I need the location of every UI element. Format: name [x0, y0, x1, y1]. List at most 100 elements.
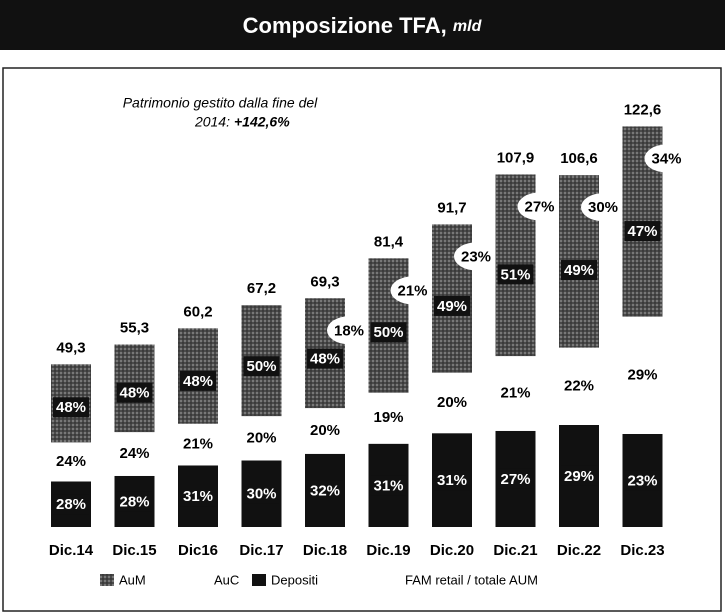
legend-label: Depositi: [271, 572, 318, 587]
label-box: [53, 397, 89, 418]
ratio-oval: [390, 276, 435, 305]
label-box: [624, 221, 661, 242]
value-label: 49%: [437, 298, 467, 315]
value-label: 32%: [310, 482, 340, 499]
value-label: 28%: [56, 496, 86, 513]
total-label: 69,3: [310, 273, 339, 290]
total-label: 91,7: [437, 199, 466, 216]
total-label: 106,6: [560, 150, 598, 167]
chart-frame: [2, 67, 722, 612]
value-label: 48%: [183, 373, 213, 390]
title-unit: mld: [453, 18, 483, 35]
x-tick-label: Dic.15: [112, 542, 156, 559]
label-box: [116, 382, 153, 403]
value-label: 29%: [564, 468, 594, 485]
legend-texture: [100, 574, 114, 586]
title-main: Composizione TFA,: [243, 13, 447, 38]
value-label: 23%: [627, 472, 657, 489]
value-label: 51%: [500, 266, 530, 283]
bar-segment: [495, 356, 536, 431]
label-box: [243, 356, 280, 377]
bar-segment: [305, 408, 345, 454]
total-label: 67,2: [247, 280, 276, 297]
bar-segment: [432, 372, 472, 434]
bar-segment: [241, 416, 282, 461]
value-label: 50%: [373, 324, 403, 341]
ratio-label: 23%: [461, 248, 491, 265]
bar-segment: [114, 432, 155, 476]
value-label: 47%: [627, 223, 657, 240]
chart-title: Composizione TFA, mld: [243, 13, 483, 38]
value-label: 29%: [627, 366, 657, 383]
title-bar: [0, 0, 725, 50]
annotation-highlight: +142,6%: [234, 114, 290, 130]
label-box: [116, 491, 153, 512]
annotation-line: Patrimonio gestito dalla fine del: [123, 95, 318, 111]
label-box: [497, 264, 534, 285]
total-label: 55,3: [120, 319, 149, 336]
label-box: [307, 480, 343, 501]
value-label: 21%: [183, 436, 213, 453]
total-label: 60,2: [183, 303, 212, 320]
x-tick-label: Dic.21: [493, 542, 537, 559]
value-label: 19%: [373, 409, 403, 426]
x-tick-label: Dic.18: [303, 542, 347, 559]
legend-label: FAM retail / totale AUM: [405, 572, 538, 587]
ratio-label: 30%: [588, 199, 618, 216]
ratio-label: 34%: [651, 150, 681, 167]
legend-label: AuC: [214, 572, 239, 587]
total-label: 122,6: [624, 101, 662, 118]
legend-swatch: [195, 574, 209, 586]
legend-swatch: [252, 574, 266, 586]
value-label: 20%: [310, 422, 340, 439]
value-label: 50%: [246, 358, 276, 375]
label-box: [497, 468, 534, 489]
x-tick-label: Dic.19: [366, 542, 410, 559]
value-label: 31%: [373, 477, 403, 494]
total-label: 81,4: [374, 233, 404, 250]
x-tick-label: Dic16: [178, 542, 218, 559]
bar-segment: [559, 347, 599, 425]
label-box: [180, 486, 216, 507]
x-tick-label: Dic.20: [430, 542, 474, 559]
value-label: 48%: [119, 385, 149, 402]
value-label: 20%: [437, 394, 467, 411]
value-label: 24%: [56, 453, 86, 470]
label-box: [53, 494, 89, 515]
value-label: 31%: [437, 472, 467, 489]
value-label: 48%: [56, 399, 86, 416]
label-box: [434, 295, 470, 316]
value-label: 48%: [310, 351, 340, 368]
x-tick-label: Dic.17: [239, 542, 283, 559]
ratio-label: 18%: [334, 322, 364, 339]
value-label: 24%: [119, 445, 149, 462]
total-label: 107,9: [497, 149, 535, 166]
label-box: [307, 348, 343, 369]
bar-segment: [622, 316, 663, 434]
legend-label: AuM: [119, 572, 146, 587]
value-label: 22%: [564, 377, 594, 394]
ratio-oval: [517, 192, 562, 221]
ratio-oval: [454, 242, 498, 271]
ratio-oval: [327, 316, 371, 345]
label-box: [434, 470, 470, 491]
label-box: [561, 260, 597, 281]
x-tick-label: Dic.14: [49, 542, 94, 559]
ratio-label: 21%: [397, 282, 427, 299]
value-label: 27%: [500, 471, 530, 488]
label-box: [180, 370, 216, 391]
value-label: 30%: [246, 486, 276, 503]
value-label: 49%: [564, 262, 594, 279]
total-label: 49,3: [56, 339, 85, 356]
value-label: 20%: [246, 429, 276, 446]
label-box: [624, 470, 661, 491]
label-box: [561, 465, 597, 486]
value-label: 28%: [119, 493, 149, 510]
ratio-oval: [644, 144, 689, 173]
bar-segment: [51, 442, 91, 482]
value-label: 21%: [500, 384, 530, 401]
bar-segment: [368, 392, 409, 444]
annotation-line: 2014:: [194, 114, 230, 130]
label-box: [243, 483, 280, 504]
